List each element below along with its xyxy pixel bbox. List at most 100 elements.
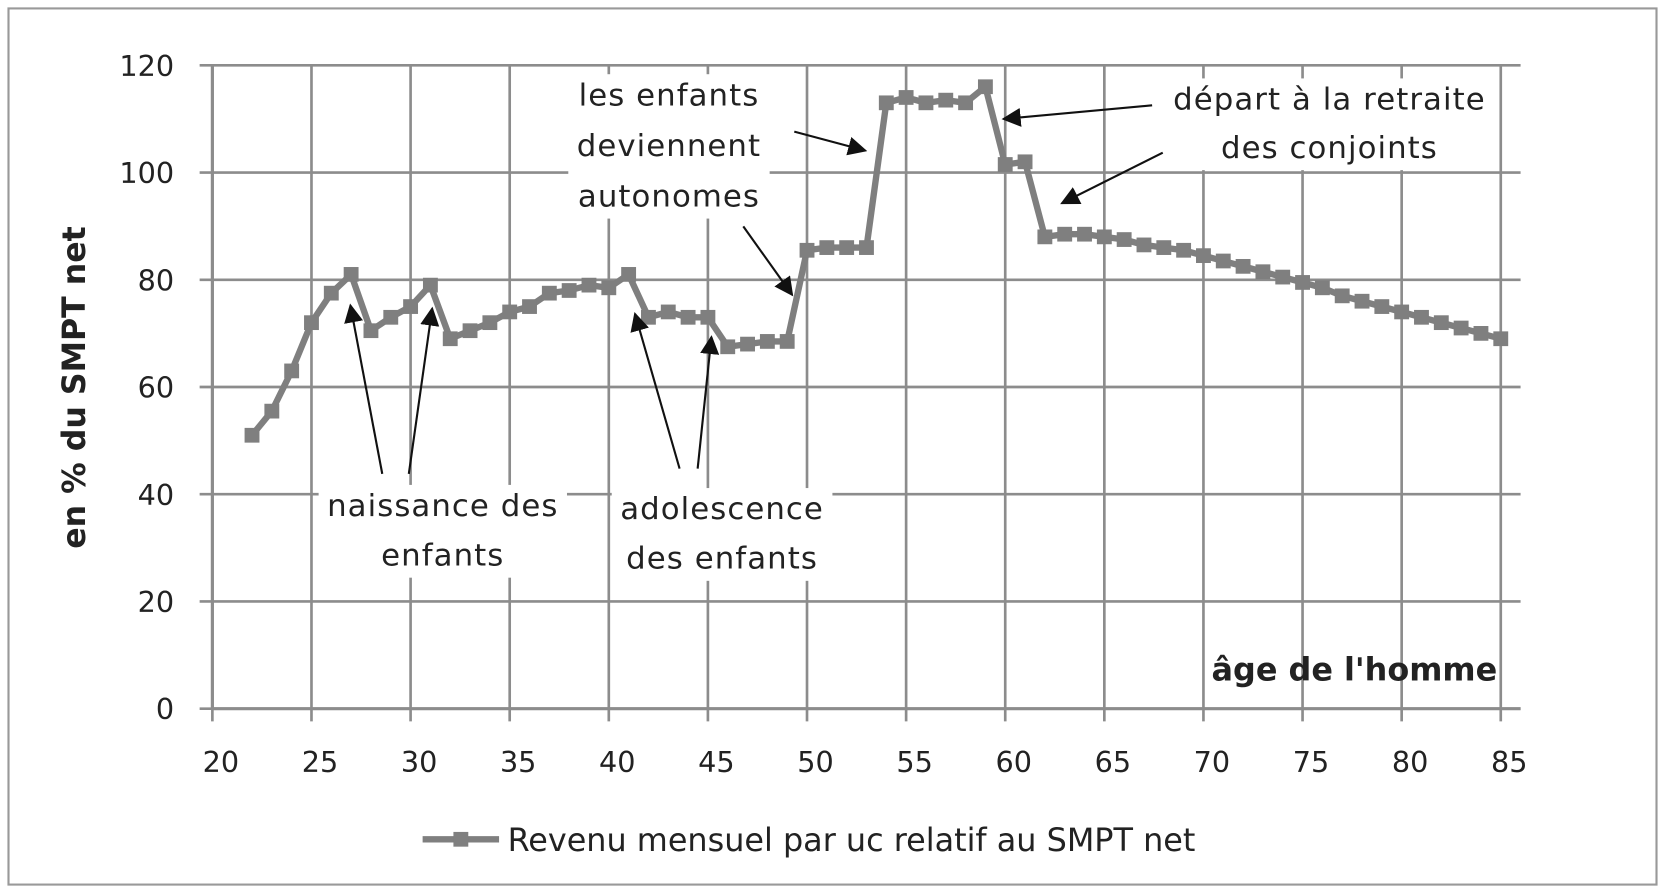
- data-point: [740, 336, 755, 352]
- annotation-text: naissance des: [327, 489, 558, 524]
- x-tick-label: 55: [896, 745, 932, 779]
- data-point: [522, 299, 537, 314]
- data-point: [1057, 226, 1073, 242]
- data-point: [779, 334, 795, 349]
- data-point: [1077, 226, 1092, 242]
- data-point: [1255, 264, 1271, 280]
- annotation-text: des enfants: [626, 542, 818, 577]
- y-tick-label: 0: [156, 692, 174, 726]
- x-axis-label: âge de l'homme: [1212, 652, 1498, 688]
- x-tick-label: 45: [698, 745, 734, 779]
- data-point: [759, 334, 775, 349]
- legend-marker: [453, 831, 469, 847]
- data-point: [1453, 320, 1469, 336]
- annotation-background: [1164, 78, 1495, 171]
- annotation-background: [611, 488, 833, 581]
- data-point: [1414, 309, 1429, 325]
- data-point: [1394, 304, 1410, 320]
- data-point: [462, 323, 478, 339]
- data-point: [878, 95, 894, 111]
- data-point: [1433, 315, 1449, 331]
- data-point: [343, 267, 359, 282]
- annotation-text: autonomes: [578, 180, 760, 215]
- data-point: [244, 427, 260, 443]
- annotation-background: [318, 484, 567, 578]
- data-point: [482, 315, 498, 331]
- y-tick-label: 80: [138, 263, 174, 297]
- data-point: [264, 403, 280, 419]
- data-point: [422, 277, 438, 293]
- data-point: [541, 285, 557, 301]
- data-point: [323, 285, 339, 301]
- data-point: [1176, 242, 1192, 258]
- x-tick-label: 35: [500, 745, 536, 779]
- data-point: [1295, 275, 1310, 290]
- data-point: [918, 95, 934, 111]
- data-point: [819, 240, 835, 255]
- data-point: [700, 309, 716, 325]
- annotation-arrow: [1060, 151, 1164, 205]
- data-point: [1334, 288, 1350, 304]
- data-point: [363, 323, 379, 339]
- data-point: [839, 240, 855, 255]
- annotation-arrow: [696, 335, 720, 469]
- data-point: [720, 339, 736, 355]
- legend-label: Revenu mensuel par uc relatif au SMPT ne…: [508, 823, 1196, 859]
- data-point: [958, 95, 974, 111]
- x-tick-label: 65: [1095, 745, 1131, 779]
- annotation-arrow: [630, 311, 681, 469]
- data-point: [581, 277, 597, 293]
- x-tick-label: 80: [1392, 745, 1428, 779]
- data-point: [799, 242, 815, 258]
- annotation-text: enfants: [381, 539, 504, 574]
- x-tick-label: 20: [203, 745, 239, 779]
- annotation-text: les enfants: [579, 78, 760, 113]
- y-tick-label: 40: [138, 478, 174, 512]
- y-axis-label: en % du SMPT net: [57, 226, 93, 549]
- data-point: [1275, 269, 1291, 285]
- data-point: [1235, 258, 1251, 274]
- data-point: [561, 283, 577, 298]
- x-tick-label: 75: [1293, 745, 1329, 779]
- annotation: adolescence des enfants: [611, 488, 833, 581]
- data-point: [938, 92, 954, 108]
- data-point: [898, 90, 914, 105]
- x-tick-label: 25: [302, 745, 338, 779]
- data-point: [304, 315, 319, 331]
- data-point: [997, 157, 1013, 172]
- y-tick-label: 20: [138, 585, 174, 619]
- x-tick-label: 40: [599, 745, 635, 779]
- data-point: [1354, 293, 1370, 309]
- data-point: [859, 240, 874, 255]
- annotation: les enfants deviennent autonomes: [568, 74, 770, 219]
- data-point: [442, 331, 458, 347]
- data-point: [284, 363, 300, 379]
- data-point: [383, 309, 399, 325]
- annotation-text: adolescence: [620, 492, 824, 527]
- y-tick-label: 120: [119, 49, 174, 83]
- data-point: [601, 280, 617, 296]
- x-tick-label: 50: [797, 745, 833, 779]
- data-point: [1374, 299, 1390, 314]
- data-line: [249, 83, 1502, 438]
- data-point: [1156, 240, 1172, 255]
- data-point: [1196, 248, 1211, 264]
- annotation-arrow: [1001, 104, 1153, 127]
- annotation: départ à la retraite des conjoints: [1164, 78, 1495, 171]
- data-point: [1116, 232, 1132, 247]
- data-point: [1215, 253, 1231, 269]
- data-point: [1473, 326, 1489, 341]
- data-point: [641, 309, 656, 325]
- x-tick-label: 70: [1194, 745, 1230, 779]
- data-point: [680, 309, 696, 325]
- data-point: [1017, 154, 1033, 170]
- data-point: [1136, 237, 1152, 253]
- data-point: [1314, 280, 1330, 296]
- data-point: [502, 304, 518, 320]
- annotation-text: des conjoints: [1221, 131, 1438, 166]
- annotation-arrow: [407, 306, 440, 475]
- data-point: [621, 267, 637, 282]
- annotation-arrow: [793, 130, 868, 156]
